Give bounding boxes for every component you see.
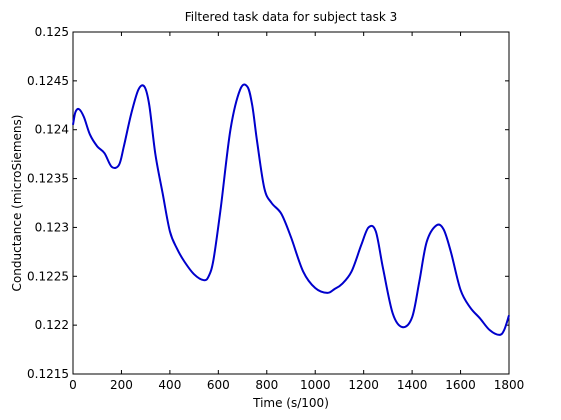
x-axis-label: Time (s/100): [252, 396, 329, 410]
y-tick-label: 0.1215: [27, 367, 69, 381]
x-tick-label: 800: [255, 378, 278, 392]
series-line: [72, 83, 510, 336]
y-tick-label: 0.123: [35, 220, 69, 234]
x-tick-label: 600: [207, 378, 230, 392]
y-tick-label: 0.1225: [27, 269, 69, 283]
y-tick-label: 0.125: [35, 25, 69, 39]
y-tick-label: 0.1245: [27, 74, 69, 88]
axis-tick-labels: 0 200 400 600 800 1000 1200 1400 1600 1800 0.1215 0…: [27, 25, 524, 392]
y-tick-label: 0.122: [35, 318, 69, 332]
x-tick-label: 200: [110, 378, 133, 392]
x-tick-label: 400: [158, 378, 181, 392]
x-tick-label: 0: [69, 378, 77, 392]
x-tick-label: 1200: [348, 378, 379, 392]
axis-ticks: [72, 31, 510, 375]
x-tick-label: 1600: [445, 378, 476, 392]
y-axis-label: Conductance (microSiemens): [10, 115, 24, 292]
x-tick-label: 1000: [300, 378, 331, 392]
plot-area: [72, 31, 510, 375]
x-tick-label: 1400: [397, 378, 428, 392]
x-tick-label: 1800: [494, 378, 525, 392]
y-tick-label: 0.1235: [27, 172, 69, 186]
chart-title: Filtered task data for subject task 3: [185, 10, 398, 24]
y-tick-label: 0.124: [35, 123, 69, 137]
